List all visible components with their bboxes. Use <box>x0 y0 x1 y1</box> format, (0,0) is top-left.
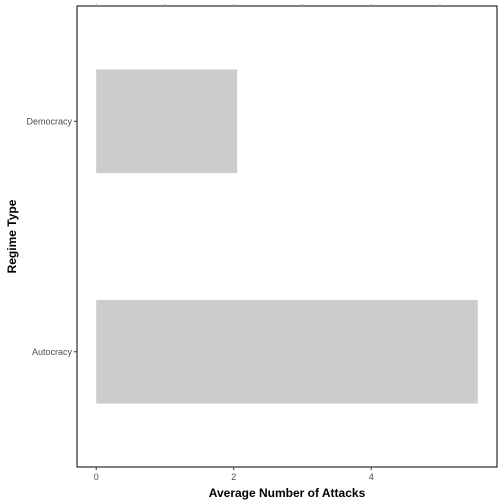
x-tick-label: 4 <box>369 472 374 482</box>
bar-autocracy <box>96 300 478 404</box>
x-tick-label: 2 <box>231 472 236 482</box>
y-axis-title: Regime Type <box>5 199 19 273</box>
plot-panel <box>77 4 497 467</box>
x-axis-title: Average Number of Attacks <box>209 486 366 500</box>
y-tick-label: Democracy <box>26 116 72 126</box>
bars <box>96 69 478 403</box>
x-tick-label: 0 <box>94 472 99 482</box>
y-tick-label: Autocracy <box>32 347 73 357</box>
x-axis: 0 2 4 <box>94 467 374 482</box>
bar-democracy <box>96 69 237 173</box>
y-axis: Autocracy Democracy <box>26 116 77 357</box>
